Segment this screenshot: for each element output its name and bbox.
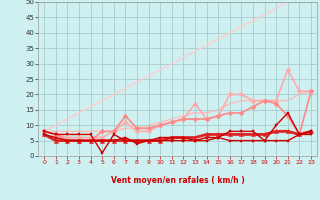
X-axis label: Vent moyen/en rafales ( km/h ): Vent moyen/en rafales ( km/h ) (111, 176, 244, 185)
